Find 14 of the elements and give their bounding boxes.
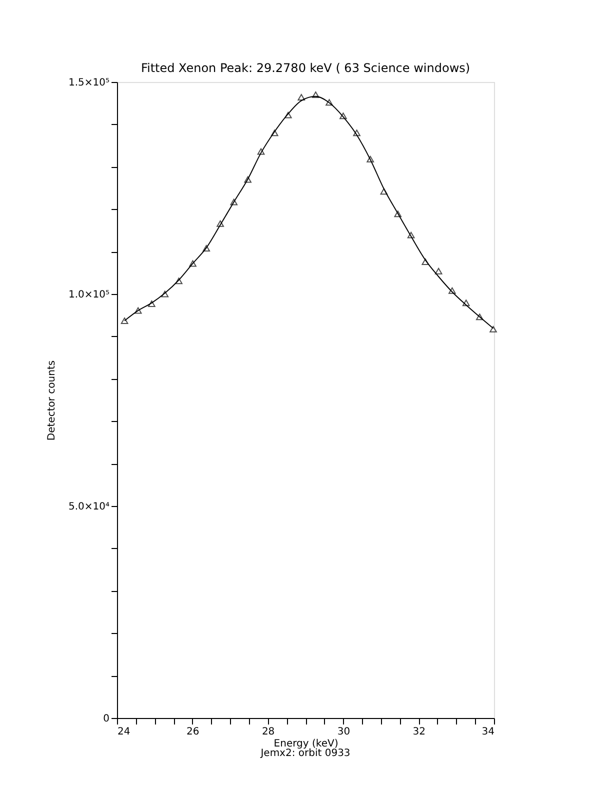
y-tick-label: 1.0×10⁵ xyxy=(68,290,110,300)
x-tick-label: 28 xyxy=(262,726,275,738)
y-axis-title: Detector counts xyxy=(46,360,58,441)
x-tick-label: 34 xyxy=(482,726,494,738)
x-tick-label: 30 xyxy=(337,726,350,738)
x-tick-label: 24 xyxy=(118,726,130,738)
text: Jemx2: orbit 0933 xyxy=(260,748,350,759)
x-tick-label: 32 xyxy=(412,726,426,738)
y-tick-label: 5.0×10⁴ xyxy=(68,502,110,512)
y-tick-label: 0 xyxy=(103,714,110,724)
x-tick-label: 26 xyxy=(186,726,200,738)
x-axis-title: Energy (keV) xyxy=(274,738,338,750)
y-tick-label: 1.5×10⁵ xyxy=(68,78,110,88)
chart-title: Fitted Xenon Peak: 29.2780 keV ( 63 Science windows) xyxy=(140,61,470,75)
